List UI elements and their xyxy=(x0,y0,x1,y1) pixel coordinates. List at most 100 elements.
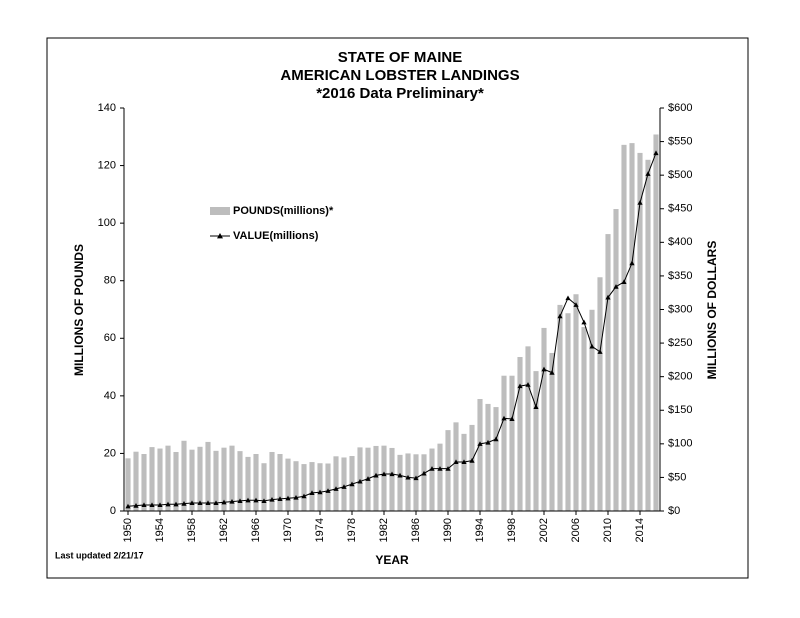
x-tick-label: 1978 xyxy=(346,518,358,542)
bar xyxy=(405,453,411,511)
value-marker xyxy=(293,494,299,500)
value-marker xyxy=(549,370,555,375)
value-marker xyxy=(373,472,379,478)
value-marker xyxy=(485,439,491,445)
bar xyxy=(629,143,635,511)
value-marker xyxy=(509,416,515,422)
bar xyxy=(477,399,483,511)
bar xyxy=(213,450,219,511)
bar xyxy=(173,451,179,511)
value-marker xyxy=(221,499,227,505)
value-marker xyxy=(173,501,179,507)
y2-tick-label: $400 xyxy=(668,236,692,248)
value-marker xyxy=(405,474,411,480)
x-tick-label: 2010 xyxy=(602,518,614,542)
value-marker xyxy=(477,441,483,446)
bar xyxy=(397,454,403,511)
bar xyxy=(621,144,627,512)
y2-tick-label: $550 xyxy=(668,135,692,147)
x-tick-label: 1970 xyxy=(282,518,294,542)
value-marker xyxy=(261,498,267,504)
value-marker xyxy=(445,466,451,471)
legend-swatch xyxy=(217,233,223,239)
value-marker xyxy=(157,502,163,508)
y-tick-label: 40 xyxy=(104,390,116,402)
x-tick-label: 1962 xyxy=(218,518,230,542)
bar xyxy=(245,456,251,511)
x-tick-label: 1990 xyxy=(442,518,454,542)
value-marker xyxy=(501,415,507,421)
value-marker xyxy=(253,497,259,503)
y-tick-label: 20 xyxy=(104,447,116,459)
y-axis-label: MILLIONS OF POUNDS xyxy=(72,244,86,376)
value-marker xyxy=(333,486,339,491)
bar xyxy=(165,445,171,511)
legend-label: POUNDS(millions)* xyxy=(233,205,334,217)
chart-title: AMERICAN LOBSTER LANDINGS xyxy=(280,67,519,84)
bar xyxy=(589,309,595,511)
value-marker xyxy=(597,349,603,354)
bar xyxy=(189,449,195,511)
value-marker xyxy=(397,472,403,478)
value-marker xyxy=(125,503,131,509)
value-marker xyxy=(621,279,627,285)
value-marker xyxy=(653,150,659,156)
bar xyxy=(541,327,547,511)
x-tick-label: 1994 xyxy=(474,518,486,542)
value-marker xyxy=(325,488,331,493)
bar xyxy=(277,454,283,511)
bar xyxy=(389,447,395,511)
value-marker xyxy=(469,458,475,463)
bar xyxy=(181,440,187,511)
value-marker xyxy=(517,383,523,389)
x-tick-label: 1998 xyxy=(506,518,518,542)
value-marker xyxy=(133,503,139,508)
value-marker xyxy=(149,502,155,508)
bar xyxy=(133,451,139,511)
x-tick-label: 1982 xyxy=(378,518,390,542)
bar xyxy=(509,375,515,511)
bar xyxy=(325,463,331,511)
bar xyxy=(437,443,443,511)
y2-tick-label: $50 xyxy=(668,471,686,483)
bar xyxy=(253,454,259,511)
value-marker xyxy=(629,260,635,266)
bar xyxy=(533,371,539,511)
bar xyxy=(501,375,507,511)
value-marker xyxy=(277,496,283,501)
value-marker xyxy=(229,498,235,504)
x-tick-label: 1974 xyxy=(314,518,326,542)
bar xyxy=(485,403,491,511)
value-marker xyxy=(413,475,419,481)
bar xyxy=(197,446,203,511)
value-marker xyxy=(437,466,443,471)
value-marker xyxy=(189,500,195,506)
y-tick-label: 80 xyxy=(104,275,116,287)
bar xyxy=(237,451,243,511)
x-tick-label: 2006 xyxy=(570,518,582,542)
x-axis-label: YEAR xyxy=(375,553,409,567)
value-marker xyxy=(389,471,395,477)
value-marker xyxy=(213,500,219,506)
value-marker xyxy=(269,496,275,502)
bar xyxy=(605,234,611,511)
bar xyxy=(613,209,619,512)
bar xyxy=(645,159,651,512)
value-marker xyxy=(557,313,563,319)
bar xyxy=(413,454,419,511)
x-tick-label: 2002 xyxy=(538,518,550,542)
bar xyxy=(205,441,211,511)
value-marker xyxy=(421,470,427,476)
bar xyxy=(229,445,235,511)
value-marker xyxy=(245,497,251,503)
value-marker xyxy=(301,493,307,499)
x-tick-label: 1966 xyxy=(250,518,262,542)
bar xyxy=(221,447,227,511)
y2-tick-label: $200 xyxy=(668,371,692,383)
value-marker xyxy=(205,500,211,506)
value-marker xyxy=(317,489,323,495)
bar xyxy=(517,356,523,511)
value-marker xyxy=(285,495,291,501)
y2-tick-label: $600 xyxy=(668,102,692,114)
bar xyxy=(293,461,299,511)
